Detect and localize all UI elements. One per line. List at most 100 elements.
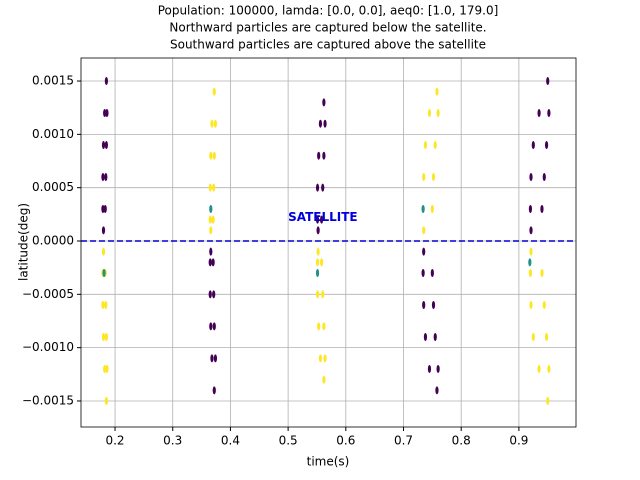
particle xyxy=(101,300,105,309)
particle xyxy=(212,290,216,299)
particle xyxy=(101,247,106,256)
particle xyxy=(436,109,440,118)
particle xyxy=(433,332,437,341)
particle xyxy=(422,300,426,309)
particle xyxy=(322,98,326,107)
x-tick-label: 0.3 xyxy=(163,434,182,448)
x-tick-label: 0.5 xyxy=(279,434,298,448)
particle xyxy=(322,151,326,160)
particle xyxy=(435,386,439,395)
particle xyxy=(101,205,105,214)
particle xyxy=(542,300,546,309)
particle xyxy=(421,269,425,278)
particle xyxy=(430,269,434,278)
particle xyxy=(212,87,216,96)
particle xyxy=(213,119,218,128)
x-tick-label: 0.7 xyxy=(394,434,413,448)
particle xyxy=(542,173,546,182)
particle xyxy=(544,332,549,341)
particle xyxy=(103,205,107,214)
particle xyxy=(208,290,212,299)
particle xyxy=(212,183,216,192)
particle xyxy=(212,386,216,395)
particle xyxy=(101,226,106,235)
x-tick-label: 0.4 xyxy=(221,434,240,448)
particle xyxy=(315,258,320,267)
particle xyxy=(319,215,324,224)
particle xyxy=(212,151,216,160)
particle xyxy=(547,109,551,118)
particle xyxy=(529,173,533,182)
particle xyxy=(102,269,106,278)
particle xyxy=(315,290,320,299)
particle xyxy=(433,141,437,150)
annotation: SATELLITE xyxy=(288,210,358,224)
particle xyxy=(531,141,535,150)
y-tick-label: −0.0005 xyxy=(22,287,74,301)
particle xyxy=(104,77,108,86)
particle xyxy=(319,258,324,267)
particle xyxy=(430,205,434,214)
particle xyxy=(317,151,321,160)
particle xyxy=(209,247,213,256)
x-tick-label: 0.9 xyxy=(509,434,528,448)
plot-frame xyxy=(80,57,577,428)
particle xyxy=(212,322,216,331)
x-tick-label: 0.2 xyxy=(105,434,124,448)
particle xyxy=(540,269,544,278)
particle xyxy=(315,215,320,224)
particle xyxy=(528,269,533,278)
particle xyxy=(315,183,320,192)
y-axis-label: latitude(deg) xyxy=(17,203,31,281)
particle xyxy=(323,354,327,363)
particle xyxy=(423,332,428,341)
y-tick-label: 0.0005 xyxy=(32,180,74,194)
particle xyxy=(101,332,106,341)
chart-title: Population: 100000, lamda: [0.0, 0.0], a… xyxy=(158,4,499,18)
particle xyxy=(209,205,213,214)
particle xyxy=(103,364,107,373)
particle xyxy=(211,258,215,267)
particle xyxy=(529,247,533,256)
particle xyxy=(315,269,320,278)
particle xyxy=(316,226,320,235)
particle xyxy=(537,364,541,373)
particle xyxy=(209,226,213,235)
y-tick-label: −0.0010 xyxy=(22,340,74,354)
particle xyxy=(422,226,426,235)
x-tick-label: 0.6 xyxy=(336,434,355,448)
y-tick-label: 0.0010 xyxy=(32,127,74,141)
particle xyxy=(431,300,436,309)
particle xyxy=(544,141,549,150)
particle xyxy=(322,375,326,384)
y-tick-label: −0.0015 xyxy=(22,393,74,407)
particle xyxy=(323,119,327,128)
particle xyxy=(321,290,325,299)
particle xyxy=(528,205,533,214)
particle xyxy=(318,119,323,128)
particle xyxy=(101,173,105,182)
particle xyxy=(211,215,215,224)
particle xyxy=(104,396,108,405)
particle xyxy=(209,151,213,160)
particle xyxy=(547,364,551,373)
particle xyxy=(529,226,533,235)
particle xyxy=(209,322,213,331)
particle xyxy=(528,258,532,267)
particle xyxy=(208,215,212,224)
particle xyxy=(213,354,218,363)
particle xyxy=(210,119,214,128)
particle xyxy=(435,87,439,96)
particle xyxy=(546,396,550,405)
particle xyxy=(317,322,321,331)
particle xyxy=(423,141,428,150)
particle xyxy=(431,173,436,182)
chart-title: Northward particles are captured below t… xyxy=(169,21,486,35)
x-axis-label: time(s) xyxy=(307,455,350,469)
particle xyxy=(105,109,109,118)
particle xyxy=(318,354,323,363)
particle xyxy=(422,173,426,182)
particle xyxy=(540,205,544,214)
